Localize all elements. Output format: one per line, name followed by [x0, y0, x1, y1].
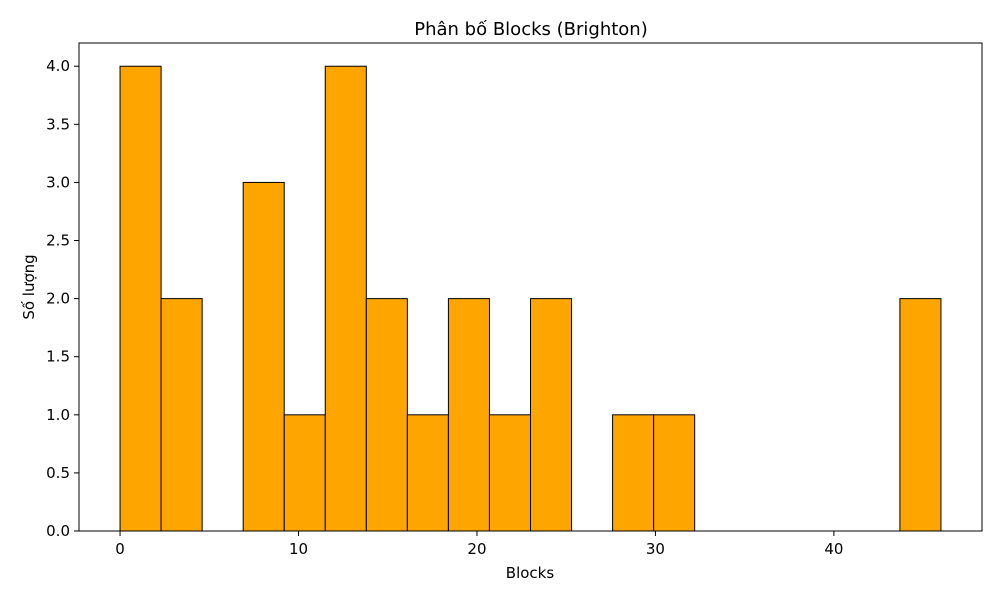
y-tick-label: 1.5 [46, 348, 70, 366]
x-axis-label: Blocks [506, 564, 555, 582]
y-tick-label: 3.5 [46, 115, 70, 133]
x-tick-label: 0 [115, 540, 125, 558]
y-tick-label: 1.0 [46, 406, 70, 424]
y-axis-label: Số lượng [20, 254, 38, 319]
x-tick-label: 30 [646, 540, 665, 558]
histogram-bar [283, 414, 326, 532]
y-tick-label: 0.5 [46, 464, 70, 482]
chart-title: Phân bố Blocks (Brighton) [414, 19, 647, 40]
histogram-bar [530, 298, 573, 532]
y-tick-label: 3.0 [46, 173, 70, 191]
y-tick-label: 0.0 [46, 522, 70, 540]
histogram-bar [365, 298, 408, 532]
y-tick-label: 4.0 [46, 57, 70, 75]
histogram-bar [653, 414, 696, 532]
histogram-bar [488, 414, 532, 532]
bars-group [119, 65, 942, 532]
histogram-bar [324, 65, 367, 532]
histogram-bar [406, 414, 449, 532]
y-tick-label: 2.0 [46, 290, 70, 308]
y-tick-label: 2.5 [46, 232, 70, 250]
x-tick-label: 10 [289, 540, 308, 558]
x-tick-label: 20 [467, 540, 486, 558]
y-axis-ticks: 0.0 0.5 1.0 1.5 2.0 2.5 3.0 3.5 4.0 [46, 57, 79, 540]
histogram-bar [242, 181, 285, 532]
x-tick-label: 40 [824, 540, 843, 558]
plot-frame [78, 42, 983, 532]
histogram-bar [447, 298, 490, 532]
histogram-bar [612, 414, 655, 532]
histogram-bar [160, 298, 203, 532]
histogram-bar [899, 298, 942, 532]
x-axis-ticks: 0 10 20 30 40 [115, 531, 843, 558]
histogram-bar [119, 65, 162, 532]
